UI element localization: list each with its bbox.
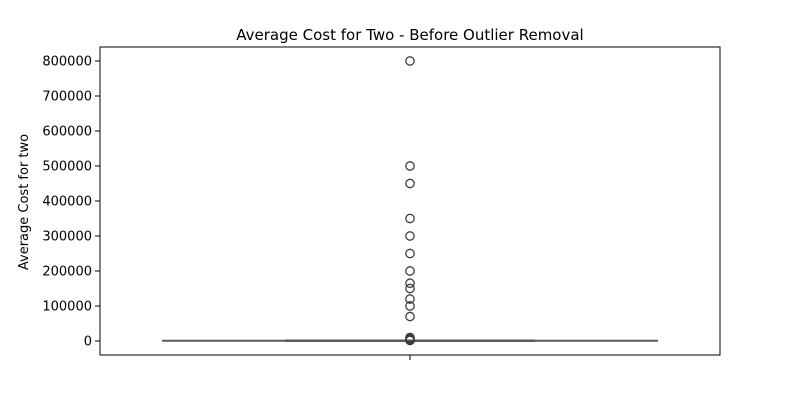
y-axis-label: Average Cost for two	[17, 134, 32, 270]
box-series	[162, 339, 658, 343]
outlier-point	[405, 278, 415, 289]
y-tick-label: 500000	[42, 160, 92, 175]
plot-frame	[99, 46, 721, 356]
y-tick-label: 200000	[42, 265, 92, 280]
outlier-point	[405, 248, 415, 259]
y-tick-label: 300000	[42, 230, 92, 245]
outlier-point	[405, 283, 415, 294]
y-tick-label: 800000	[42, 55, 92, 70]
outlier-point	[405, 178, 415, 189]
outlier-point	[405, 266, 415, 276]
chart-title: Average Cost for Two - Before Outlier Re…	[236, 26, 583, 44]
outlier-point	[405, 161, 415, 171]
outlier-point	[405, 311, 415, 322]
outlier-point	[405, 213, 415, 224]
y-axis: 0 100000 200000 300000 400000 500000 600000 700…	[42, 55, 100, 350]
outlier-point	[405, 301, 415, 311]
outlier-point	[405, 56, 415, 66]
y-tick-label: 100000	[42, 300, 92, 315]
y-tick-label: 400000	[42, 195, 92, 210]
y-tick-label: 700000	[42, 90, 92, 105]
outlier-point	[405, 335, 415, 346]
outlier-series	[405, 56, 415, 346]
y-tick-label: 600000	[42, 125, 92, 140]
outlier-point	[405, 231, 415, 241]
y-tick-label: 0	[84, 335, 92, 350]
outlier-point	[405, 294, 415, 304]
